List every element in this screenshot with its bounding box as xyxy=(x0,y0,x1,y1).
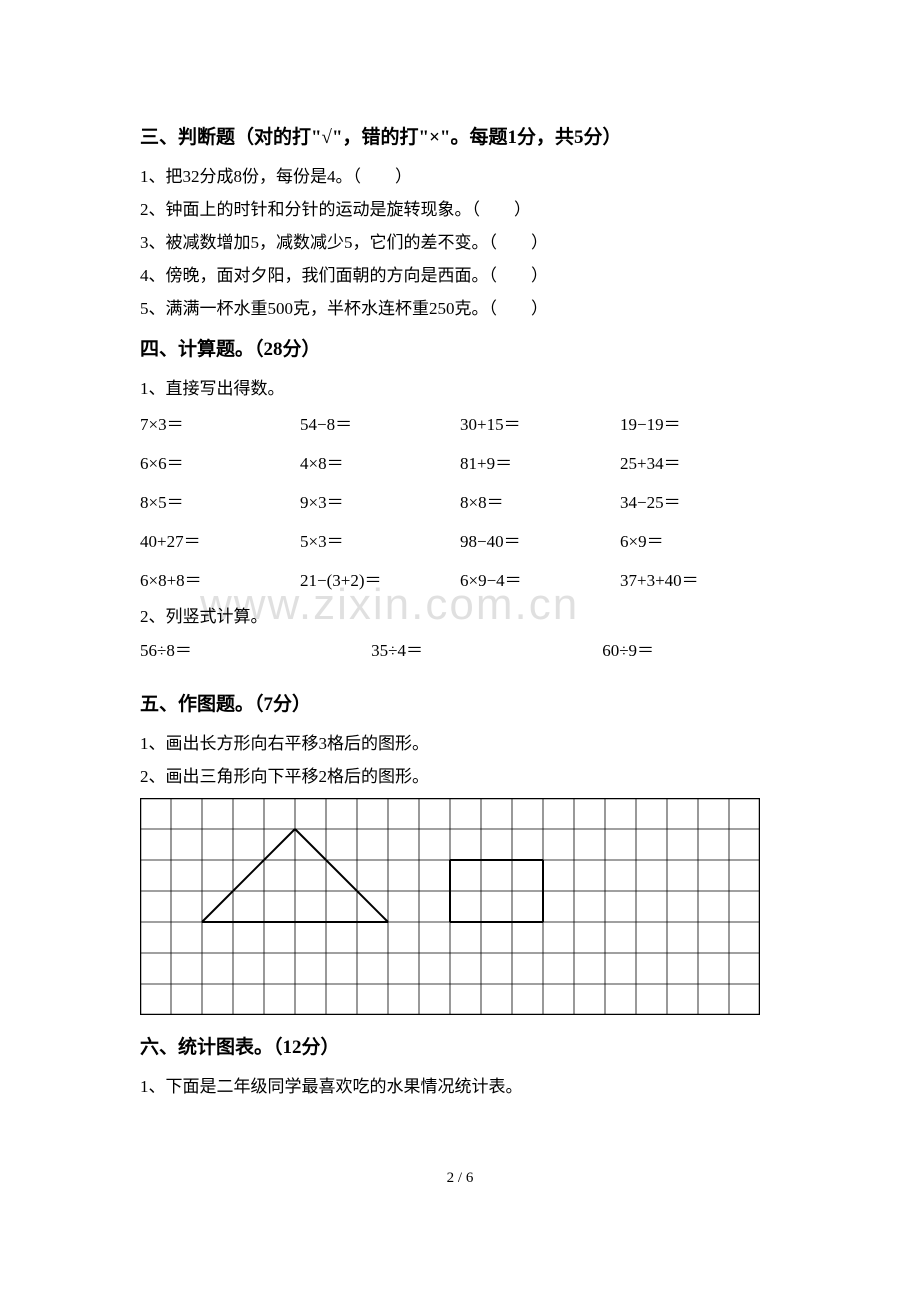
section-6-heading: 六、统计图表。（12分） xyxy=(140,1034,780,1063)
q5-2: 2、画出三角形向下平移2格后的图形。 xyxy=(140,763,780,790)
calc-cell: 37+3+40＝ xyxy=(620,566,780,591)
calc-cell: 8×5＝ xyxy=(140,488,300,513)
calc-cell: 6×8+8＝ xyxy=(140,566,300,591)
q4-sub2-label: 2、列竖式计算。 xyxy=(140,603,780,630)
grid-figure xyxy=(140,798,780,1020)
calc-cell: 25+34＝ xyxy=(620,449,780,474)
calc-cell: 19−19＝ xyxy=(620,410,780,435)
calc-cell: 34−25＝ xyxy=(620,488,780,513)
calc-cell: 9×3＝ xyxy=(300,488,460,513)
calc-grid-2: 56÷8＝ 35÷4＝ 60÷9＝ xyxy=(140,636,780,661)
section-3-heading: 三、判断题（对的打"√"，错的打"×"。每题1分，共5分） xyxy=(140,124,780,153)
q3-5: 5、满满一杯水重500克，半杯水连杯重250克。（ ） xyxy=(140,295,780,322)
section-5-heading: 五、作图题。（7分） xyxy=(140,691,780,720)
calc-cell: 6×6＝ xyxy=(140,449,300,474)
calc-cell: 4×8＝ xyxy=(300,449,460,474)
calc-cell: 6×9＝ xyxy=(620,527,780,552)
calc-cell: 54−8＝ xyxy=(300,410,460,435)
calc-cell: 6×9−4＝ xyxy=(460,566,620,591)
q5-1: 1、画出长方形向右平移3格后的图形。 xyxy=(140,730,780,757)
section-4-heading: 四、计算题。（28分） xyxy=(140,336,780,365)
calc-cell: 81+9＝ xyxy=(460,449,620,474)
calc-cell: 21−(3+2)＝ xyxy=(300,566,460,591)
calc-cell: 40+27＝ xyxy=(140,527,300,552)
q3-3: 3、被减数增加5，减数减少5，它们的差不变。（ ） xyxy=(140,229,780,256)
calc-cell: 98−40＝ xyxy=(460,527,620,552)
calc-cell: 7×3＝ xyxy=(140,410,300,435)
grid-svg xyxy=(140,798,760,1015)
calc-cell: 8×8＝ xyxy=(460,488,620,513)
q3-1: 1、把32分成8份，每份是4。（ ） xyxy=(140,163,780,190)
calc-cell: 5×3＝ xyxy=(300,527,460,552)
q3-2: 2、钟面上的时针和分针的运动是旋转现象。（ ） xyxy=(140,196,780,223)
q3-4: 4、傍晚，面对夕阳，我们面朝的方向是西面。（ ） xyxy=(140,262,780,289)
q6-1: 1、下面是二年级同学最喜欢吃的水果情况统计表。 xyxy=(140,1073,780,1100)
calc-cell: 60÷9＝ xyxy=(602,636,780,661)
page-number: 2 / 6 xyxy=(140,1170,780,1187)
calc-cell: 35÷4＝ xyxy=(371,636,602,661)
q4-sub1-label: 1、直接写出得数。 xyxy=(140,375,780,402)
calc-grid-1: 7×3＝ 54−8＝ 30+15＝ 19−19＝ 6×6＝ 4×8＝ 81+9＝… xyxy=(140,410,780,591)
calc-cell: 30+15＝ xyxy=(460,410,620,435)
calc-cell: 56÷8＝ xyxy=(140,636,371,661)
document-page: www.zixin.com.cn 三、判断题（对的打"√"，错的打"×"。每题1… xyxy=(0,0,920,1227)
